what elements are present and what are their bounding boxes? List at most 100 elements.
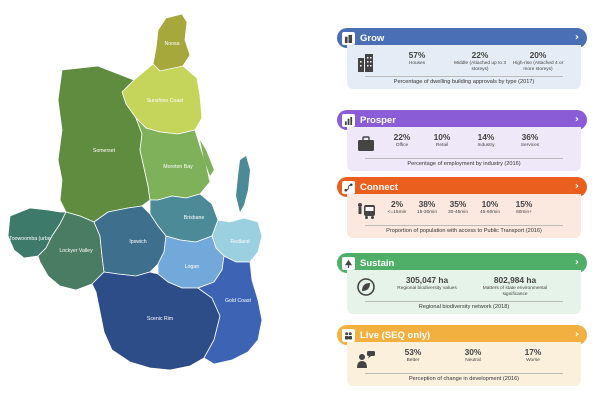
panel-caption: Percentage of employment by industry (20… [365,158,563,171]
stat-label: Retail [435,143,449,148]
panel-body-prosper: 22% Office 10% Retail 14% Industry 36% Services… [347,127,581,171]
stat-value: 2% [390,199,404,209]
panel-body-grow: 57% Houses 22% Middle (Attached up to 3 sto… [347,45,581,89]
stat-value: 17% [524,347,542,357]
chevron-right-icon[interactable]: › [574,257,579,268]
stat-value: 22% [471,50,489,60]
stat-value: 57% [408,50,426,60]
map-label-lockyer-valley: Lockyer Valley [59,248,93,254]
stat-value: 14% [477,132,495,142]
person-speech-icon [357,351,375,368]
stat-label: Better [406,358,420,363]
map-label-moreton-bay: Moreton Bay [163,164,193,170]
stats-row: 57% Houses 22% Middle (Attached up to 3 sto… [347,50,581,74]
map-region-gold-coast[interactable] [197,255,263,365]
panel-title: Prosper [360,114,396,126]
panel-body-connect: 2% <=15min 38% 15-30min 35% 30-45min 10% 45-60m… [347,194,581,238]
panel-header-grow[interactable]: Grow › [337,28,587,48]
panel-caption: Perception of change in development (201… [365,373,563,386]
map-label-toowoomba: Toowoomba (urban extent) [9,236,71,242]
map-label-gold-coast: Gold Coast [225,298,252,304]
stats-row: 2% <=15min 38% 15-30min 35% 30-45min 10% 45-60m… [347,199,581,223]
stat-item: 305,047 ha Regional biodiversity values [383,275,471,292]
chevron-right-icon[interactable]: › [574,114,579,125]
panel-caption: Regional biodiversity network (2018) [365,301,563,314]
stats-row: 53% Better 30% Neutral 17% Worse [347,347,581,371]
stat-label: Neutral [465,358,481,363]
stat-item: 30% Neutral [443,347,503,364]
stat-item: 15% 60min+ [507,199,541,216]
stat-item: 22% Office [383,132,421,149]
chevron-right-icon[interactable]: › [574,329,579,340]
buildings-icon [358,54,373,72]
stat-item: 2% <=15min [383,199,411,216]
panel-caption: Percentage of dwelling building approval… [365,76,563,89]
stat-item: 53% Better [383,347,443,364]
panel-title: Connect [360,181,398,193]
stat-label: Services [520,143,540,148]
map-label-noosa: Noosa [165,41,180,47]
stat-item: 10% 45-60min [473,199,507,216]
stat-value: 35% [449,199,467,209]
panel-connect: Connect › 2% <=15min 38% 15-30min 35% 30-45min 1… [337,177,587,238]
panel-live: Live (SEQ only) › 53% Better 30% Neutral 17% Wo… [337,325,587,386]
stat-label: <=15min [387,210,407,215]
stat-value: 802,984 ha [493,275,537,285]
panel-header-connect[interactable]: Connect › [337,177,587,197]
panel-grow: Grow › 57% Houses 22% Middle (Attached up to … [337,28,587,89]
chevron-right-icon[interactable]: › [574,181,579,192]
map-label-brisbane: Brisbane [184,215,205,221]
bus-stop-icon [358,203,375,219]
panel-title: Sustain [360,257,395,269]
map-label-ipswich: Ipswich [129,239,146,245]
stat-item: 22% Middle (Attached up to 3 storeys) [451,50,509,73]
stat-value: 53% [404,347,422,357]
map-island-bribie [200,140,214,176]
panel-body-sustain: 305,047 ha Regional biodiversity values 80… [347,270,581,314]
people-icon [342,328,355,342]
panel-prosper: Prosper › 22% Office 10% Retail 14% Industry 36%… [337,110,587,171]
stat-label: High-rise (Attached 4 or more storeys) [512,61,564,72]
chevron-right-icon[interactable]: › [574,32,579,43]
stat-value: 10% [433,132,451,142]
stat-label: Matters of state environmental significa… [482,286,548,297]
panel-header-sustain[interactable]: Sustain › [337,253,587,273]
stat-item: 57% Houses [383,50,451,67]
panel-caption: Proportion of population with access to … [365,225,563,238]
stat-item: 35% 30-45min [443,199,473,216]
stat-item: 802,984 ha Matters of state environmental… [471,275,559,298]
stat-label: 60min+ [516,210,532,215]
briefcase-icon [358,136,374,151]
stat-value: 30% [464,347,482,357]
stat-value: 38% [418,199,436,209]
map-region-logan[interactable] [157,235,225,289]
panel-header-prosper[interactable]: Prosper › [337,110,587,130]
stat-label: Office [395,143,409,148]
stat-value: 15% [515,199,533,209]
stat-label: Middle (Attached up to 3 storeys) [454,61,506,72]
seq-region-map: Noosa Sunshine Coast Somerset Moreton Ba… [7,13,263,371]
stat-label: 30-45min [448,210,468,215]
map-island-moreton [236,156,250,212]
map-label-somerset: Somerset [93,148,116,154]
stat-item: 20% High-rise (Attached 4 or more storeys… [509,50,567,73]
panel-sustain: Sustain › 305,047 ha Regional biodiversity … [337,253,587,314]
panel-header-live[interactable]: Live (SEQ only) › [337,325,587,345]
route-icon [342,180,355,194]
map-label-sunshine-coast: Sunshine Coast [147,98,184,104]
leaf-circle-icon [357,278,375,296]
stat-label: Industry [477,143,495,148]
map-label-scenic-rim: Scenic Rim [147,316,173,322]
stat-label: Worse [526,358,540,363]
stat-label: Regional biodiversity values [397,286,457,291]
tree-icon [342,256,355,270]
panel-title: Live (SEQ only) [360,329,431,341]
stat-value: 36% [521,132,539,142]
stat-item: 17% Worse [503,347,563,364]
map-label-redland: Redland [230,239,249,245]
stat-item: 36% Services [509,132,551,149]
stat-value: 305,047 ha [405,275,449,285]
stat-label: Houses [408,61,426,66]
stat-item: 38% 15-30min [411,199,443,216]
buildings-icon [342,31,355,45]
